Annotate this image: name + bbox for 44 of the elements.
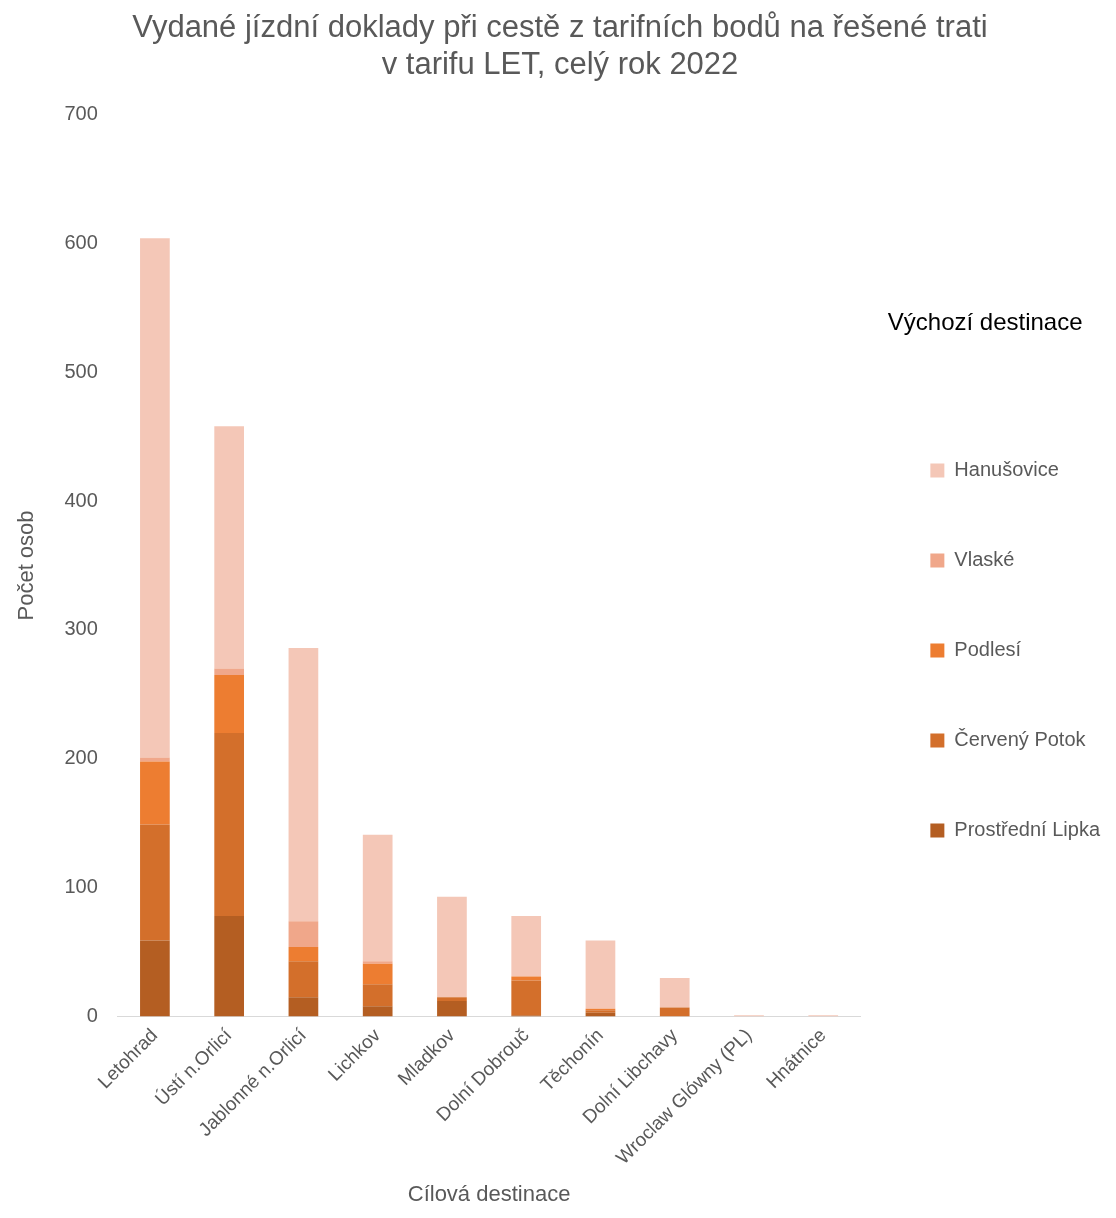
- bar: [140, 940, 170, 1017]
- bar: [511, 916, 542, 977]
- bar: [362, 961, 393, 964]
- bar: [437, 1001, 467, 1017]
- legend-label: Hanušovice: [954, 457, 1059, 480]
- bar: [140, 824, 170, 941]
- bar: [214, 733, 245, 917]
- bar: [659, 1007, 690, 1017]
- bar: [140, 238, 170, 758]
- y-tick-label: 400: [64, 488, 98, 511]
- bar: [288, 961, 319, 998]
- y-tick-label: 600: [64, 230, 98, 253]
- legend-label: Vlaské: [954, 547, 1015, 570]
- bar: [288, 946, 319, 962]
- bar: [511, 980, 542, 1016]
- x-axis-title: Cílová destinace: [407, 1180, 571, 1206]
- bar: [214, 426, 245, 669]
- y-tick-label: 200: [64, 746, 98, 769]
- bar: [362, 984, 393, 1007]
- bar: [140, 761, 170, 825]
- legend-label: Podlesí: [954, 637, 1022, 660]
- bar: [362, 963, 393, 985]
- bar: [214, 916, 245, 1017]
- y-tick-label: 300: [64, 617, 98, 640]
- y-tick-label: 500: [64, 359, 98, 382]
- bar: [288, 647, 319, 922]
- bar: [659, 977, 690, 1008]
- y-tick-label: 0: [86, 1004, 98, 1027]
- legend-title: Výchozí destinace: [887, 308, 1083, 336]
- bar: [437, 997, 467, 1002]
- bar: [214, 675, 245, 734]
- bar: [362, 1006, 393, 1017]
- chart-title: Vydané jízdní doklady při cestě z tarifních bodů na řešené trati v tarifu LET, celý rok 2022: [132, 9, 988, 82]
- y-tick-label: 700: [64, 101, 98, 124]
- bar: [437, 896, 467, 998]
- legend-label: Prostřední Lipka: [954, 817, 1101, 840]
- bar: [362, 834, 393, 962]
- bar: [288, 997, 319, 1017]
- bar: [585, 940, 616, 1009]
- y-axis-title: Počet osob: [13, 510, 39, 621]
- bar: [288, 921, 319, 947]
- y-tick-label: 100: [64, 875, 98, 898]
- legend-label: Červený Potok: [954, 727, 1087, 750]
- bar: [214, 668, 245, 676]
